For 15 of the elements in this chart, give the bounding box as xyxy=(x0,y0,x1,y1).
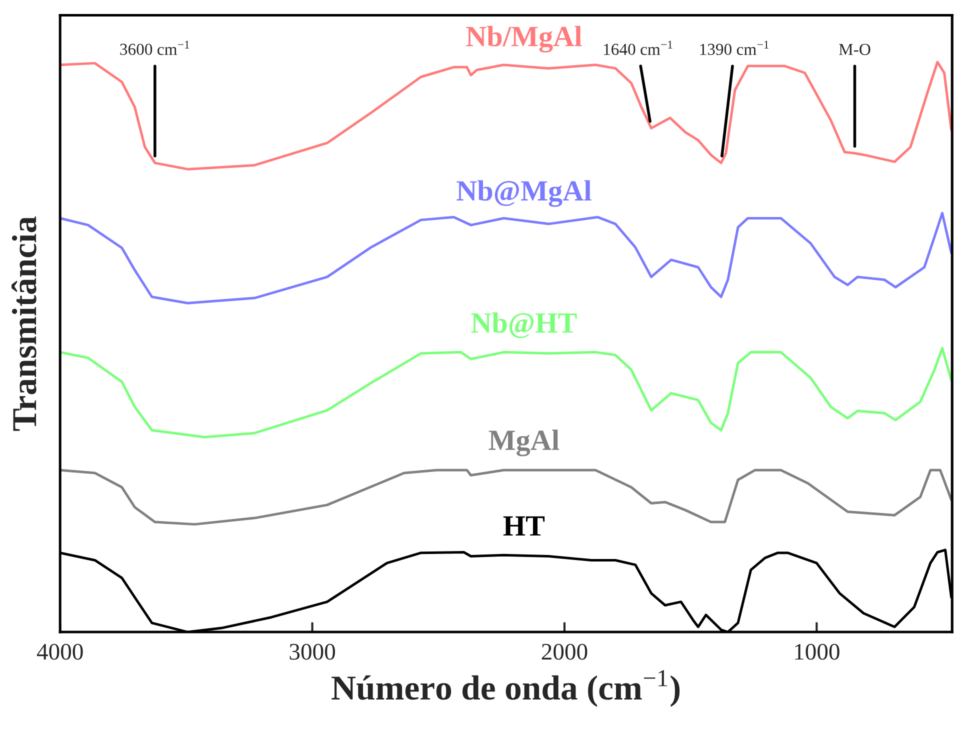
series-label: MgAl xyxy=(488,430,560,456)
x-axis-title: Número de onda (cm$^{−1}$) xyxy=(332,670,680,707)
series-label: Nb/MgAl xyxy=(466,26,582,53)
x-tick-label: 3000 xyxy=(290,644,335,660)
x-tick-label: 1000 xyxy=(795,644,840,660)
x-tick-label: 2000 xyxy=(542,644,588,660)
series-label: Nb@MgAl xyxy=(456,180,592,207)
annotation: 1390 cm$^{−1}$ xyxy=(700,40,769,56)
annotation: 3600 cm$^{−1}$ xyxy=(120,40,190,56)
x-tick-label: 4000 xyxy=(36,644,83,660)
y-axis-title: Transmitância xyxy=(12,216,36,431)
series-label: HT xyxy=(503,516,545,536)
annotation: M-O xyxy=(839,44,870,56)
annotation: 1640 cm$^{−1}$ xyxy=(604,40,672,56)
series-label: Nb@HT xyxy=(471,312,577,338)
